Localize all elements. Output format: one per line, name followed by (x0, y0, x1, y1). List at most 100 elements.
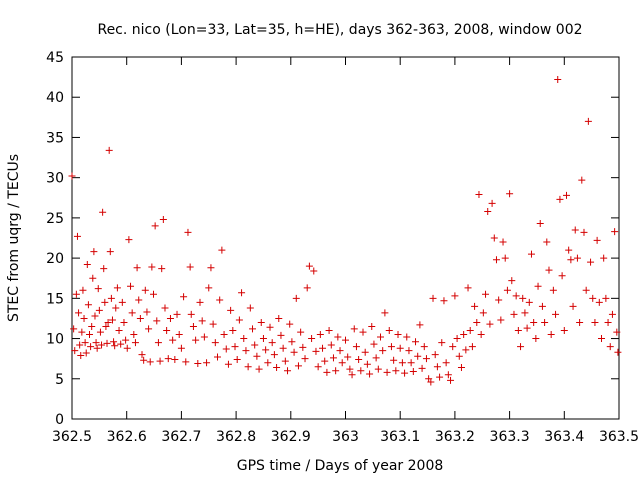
data-point (70, 325, 78, 333)
data-point (582, 286, 590, 294)
data-point (327, 341, 335, 349)
data-point (100, 265, 108, 273)
x-tick-label: 362.6 (107, 429, 147, 445)
data-point (78, 328, 86, 336)
data-point (117, 340, 125, 348)
data-point (161, 304, 169, 312)
data-point (224, 360, 232, 368)
data-point (613, 328, 621, 336)
data-point (158, 265, 166, 273)
data-point (611, 228, 619, 236)
data-point (482, 290, 490, 298)
data-point (593, 236, 601, 244)
data-point (290, 348, 298, 356)
data-point (211, 339, 219, 347)
data-point (253, 352, 261, 360)
data-point (72, 290, 80, 298)
data-point (171, 355, 179, 363)
data-point (398, 359, 406, 367)
data-point (120, 318, 128, 326)
data-point (264, 359, 272, 367)
data-point (184, 228, 192, 236)
data-point (115, 327, 123, 335)
data-point (277, 331, 285, 339)
data-point (111, 342, 119, 350)
data-point (301, 355, 309, 363)
data-point (604, 318, 612, 326)
data-point (578, 176, 586, 184)
data-point (182, 358, 190, 366)
data-point (297, 328, 305, 336)
data-point (475, 191, 483, 199)
data-point (567, 256, 575, 264)
data-point (517, 343, 525, 351)
data-point (122, 336, 130, 344)
data-point (209, 320, 217, 328)
data-point (587, 258, 595, 266)
y-tick-label: 35 (46, 130, 64, 146)
data-point (479, 309, 487, 317)
data-point (499, 238, 507, 246)
data-point (455, 352, 463, 360)
data-point (484, 207, 492, 215)
x-axis: 362.5 362.6 362.7 362.8 362.9 363 363.1 363.2 36… (52, 57, 639, 445)
data-point (595, 298, 603, 306)
data-point (192, 336, 200, 344)
data-point (266, 323, 274, 331)
x-tick-label: 363.3 (490, 429, 530, 445)
data-point (175, 331, 183, 339)
data-point (429, 294, 437, 302)
data-point (229, 327, 237, 335)
data-point (512, 292, 520, 300)
data-point (350, 325, 358, 333)
data-point (166, 314, 174, 322)
data-point (284, 367, 292, 375)
data-point (154, 339, 162, 347)
data-point (246, 304, 254, 312)
data-point (431, 351, 439, 359)
data-point (127, 282, 135, 290)
data-point (552, 310, 560, 318)
x-tick-label: 363 (332, 429, 359, 445)
data-point (565, 246, 573, 254)
x-tick-label: 363.4 (544, 429, 584, 445)
data-point (508, 277, 516, 285)
data-point (584, 117, 592, 125)
y-tick-label: 0 (55, 412, 64, 428)
data-point (80, 314, 88, 322)
data-point (94, 285, 102, 293)
data-point (242, 347, 250, 355)
data-point (79, 286, 87, 294)
data-point (433, 363, 441, 371)
data-point (73, 232, 81, 240)
data-point (93, 344, 101, 352)
data-point (91, 312, 99, 320)
data-point (492, 256, 500, 264)
data-point (305, 262, 313, 270)
data-point (128, 309, 136, 317)
y-tick-label: 20 (46, 251, 64, 267)
data-point (409, 368, 417, 376)
data-point (541, 318, 549, 326)
data-point (189, 322, 197, 330)
data-point (436, 373, 444, 381)
data-point (198, 317, 206, 325)
data-point (523, 324, 531, 332)
x-tick-label: 362.8 (216, 429, 256, 445)
data-point (418, 364, 426, 372)
data-point (118, 298, 126, 306)
data-point (338, 359, 346, 367)
data-point (532, 335, 540, 343)
data-point (394, 331, 402, 339)
data-point (325, 327, 333, 335)
data-point (84, 301, 92, 309)
data-point (292, 294, 300, 302)
data-point (257, 318, 265, 326)
data-point (606, 343, 614, 351)
data-point (363, 360, 371, 368)
data-point (268, 339, 276, 347)
data-point (473, 318, 481, 326)
data-point (88, 322, 96, 330)
data-point (196, 298, 204, 306)
